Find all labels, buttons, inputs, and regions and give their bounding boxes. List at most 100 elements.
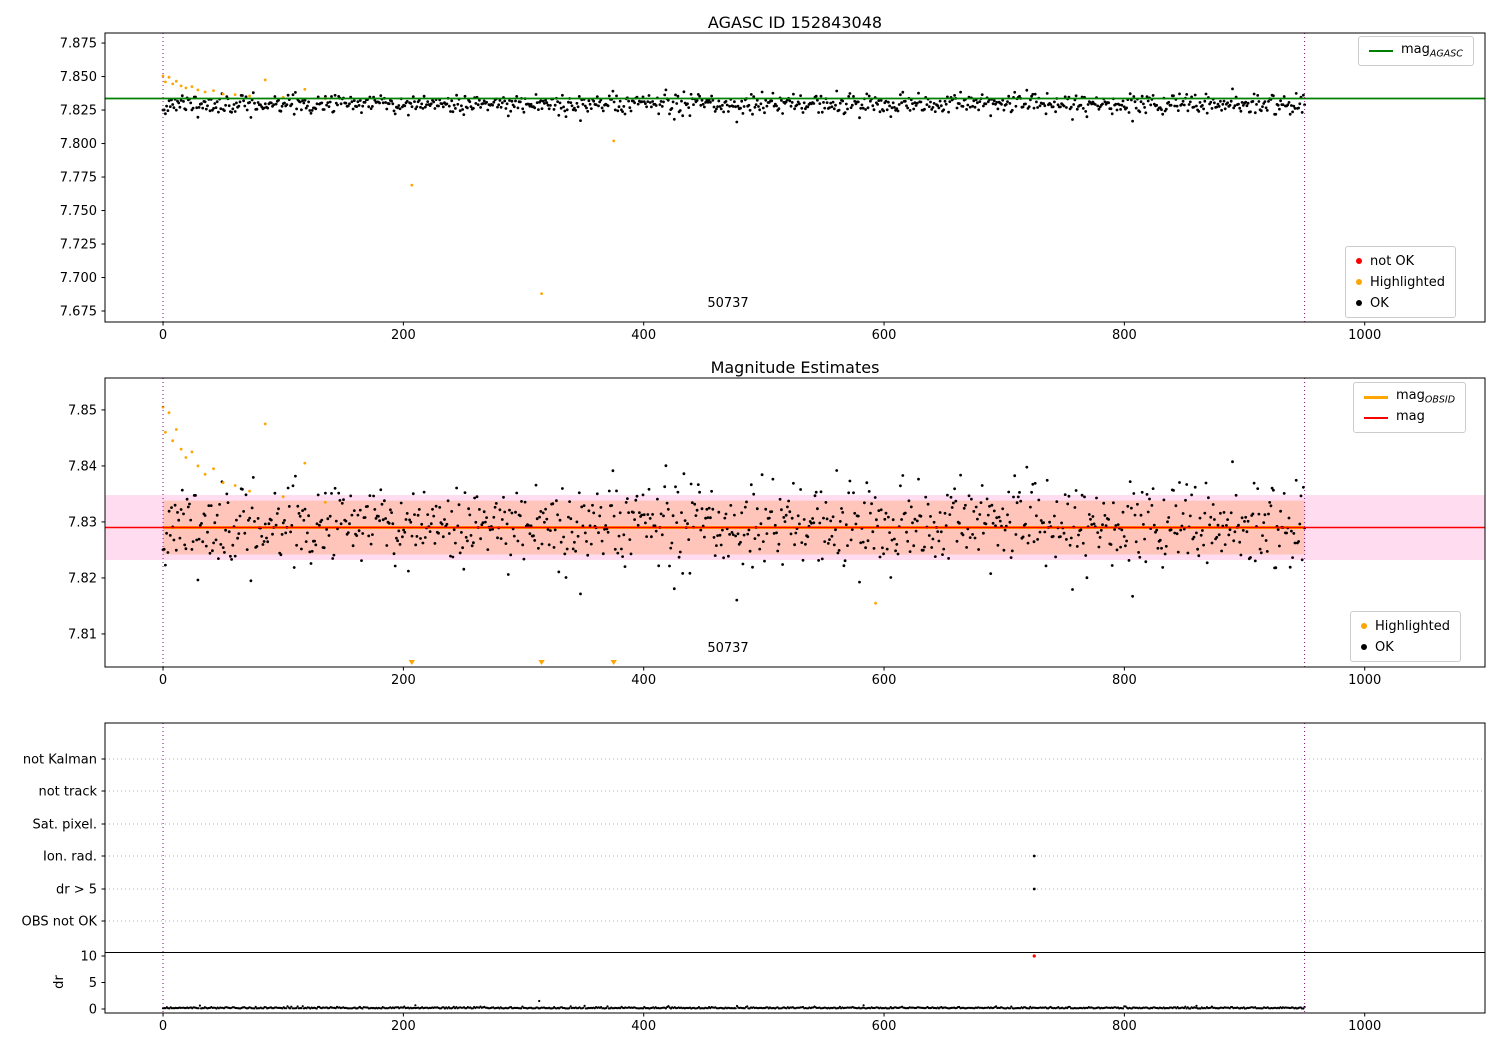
ok-point	[622, 533, 626, 537]
highlighted-point	[171, 439, 175, 443]
ok-point	[896, 109, 900, 113]
highlighted-point	[410, 183, 414, 187]
ok-point	[1119, 108, 1122, 111]
ok-point	[529, 524, 533, 528]
ok-point	[1282, 95, 1286, 98]
ok-point	[310, 109, 314, 112]
ok-point	[613, 547, 617, 551]
ok-point	[781, 563, 784, 566]
ok-point	[1101, 102, 1104, 106]
ok-point	[604, 524, 608, 527]
dr-point	[995, 1005, 998, 1008]
legend-item-highlighted: Highlighted	[1356, 272, 1445, 292]
ok-point	[342, 498, 345, 501]
ok-point	[876, 103, 879, 106]
ok-point	[758, 108, 762, 112]
ok-point	[878, 110, 882, 114]
ok-point	[1002, 108, 1006, 112]
ok-point	[1000, 102, 1003, 106]
ok-point	[1281, 103, 1285, 107]
ok-point	[256, 517, 260, 520]
ok-point	[1019, 499, 1023, 503]
ok-point	[912, 544, 916, 548]
ok-point	[853, 99, 857, 103]
ok-point	[502, 495, 505, 499]
ok-point	[936, 530, 940, 533]
highlighted-point	[174, 79, 178, 83]
ok-point	[171, 103, 175, 106]
highlighted-points	[161, 74, 616, 295]
ok-point	[739, 540, 742, 544]
ok-point	[706, 516, 710, 519]
ok-point	[1192, 535, 1196, 539]
ok-point	[735, 598, 739, 602]
ok-point	[742, 533, 746, 537]
ok-point	[1220, 549, 1223, 553]
ok-point	[919, 514, 923, 518]
ok-point	[597, 531, 600, 535]
ok-point	[682, 472, 686, 476]
ok-point	[407, 569, 410, 573]
dr-point	[1121, 1007, 1125, 1010]
dr-point	[315, 1007, 318, 1010]
y-tick-label: 7.800	[60, 137, 97, 152]
ok-point	[838, 520, 842, 523]
ok-point	[413, 513, 416, 516]
ok-point	[384, 517, 387, 520]
dr-point	[667, 1005, 670, 1008]
highlighted-point	[196, 88, 200, 92]
ok-point	[1144, 560, 1148, 564]
ok-point	[552, 108, 556, 111]
ok-point	[893, 537, 896, 541]
ok-point	[273, 491, 277, 495]
plot2-obsid-annotation: 50737	[707, 641, 749, 656]
x-tick-label: 200	[391, 328, 416, 343]
ok-point	[1292, 532, 1296, 535]
ok-point	[856, 100, 860, 104]
ok-point	[955, 539, 959, 543]
ok-marker-swatch	[1361, 644, 1367, 650]
ok-point	[543, 520, 546, 524]
ok-point	[1288, 112, 1292, 116]
ok-point	[310, 549, 314, 553]
ok-point	[196, 115, 200, 119]
ok-point	[484, 520, 487, 524]
ok-point	[167, 509, 171, 513]
ok-point	[646, 513, 650, 516]
ok-point	[1294, 92, 1298, 95]
ok-point	[1051, 535, 1055, 538]
ok-point	[761, 106, 765, 110]
ok-point	[1124, 544, 1127, 548]
mag-obsid-line-swatch	[1364, 395, 1388, 399]
ok-point	[189, 101, 193, 105]
ok-point	[822, 101, 825, 104]
ok-point	[939, 530, 943, 534]
ok-point	[1204, 481, 1208, 485]
ok-point	[869, 511, 872, 515]
ok-point	[452, 103, 456, 107]
ok-point	[279, 109, 283, 113]
ok-point	[1131, 594, 1134, 598]
ok-point	[759, 102, 763, 106]
ok-point	[1006, 100, 1009, 103]
ok-point	[419, 537, 422, 540]
ok-point	[508, 99, 511, 102]
dr-tick-label: 10	[80, 950, 97, 965]
ok-point	[557, 570, 561, 574]
ok-point	[1154, 530, 1157, 534]
ok-point	[378, 519, 381, 523]
ok-point	[527, 524, 531, 527]
ok-point	[332, 553, 336, 557]
ok-point	[606, 104, 610, 108]
ok-point	[1075, 107, 1079, 111]
ok-point	[405, 99, 409, 103]
ok-point	[1038, 104, 1042, 108]
ok-point	[937, 539, 941, 543]
ok-point	[978, 100, 982, 103]
ok-point	[1072, 103, 1076, 106]
dr-point	[605, 1006, 608, 1010]
ok-point	[843, 559, 847, 563]
ok-point	[294, 474, 297, 478]
ok-point	[1138, 555, 1142, 559]
ok-point	[562, 105, 565, 109]
